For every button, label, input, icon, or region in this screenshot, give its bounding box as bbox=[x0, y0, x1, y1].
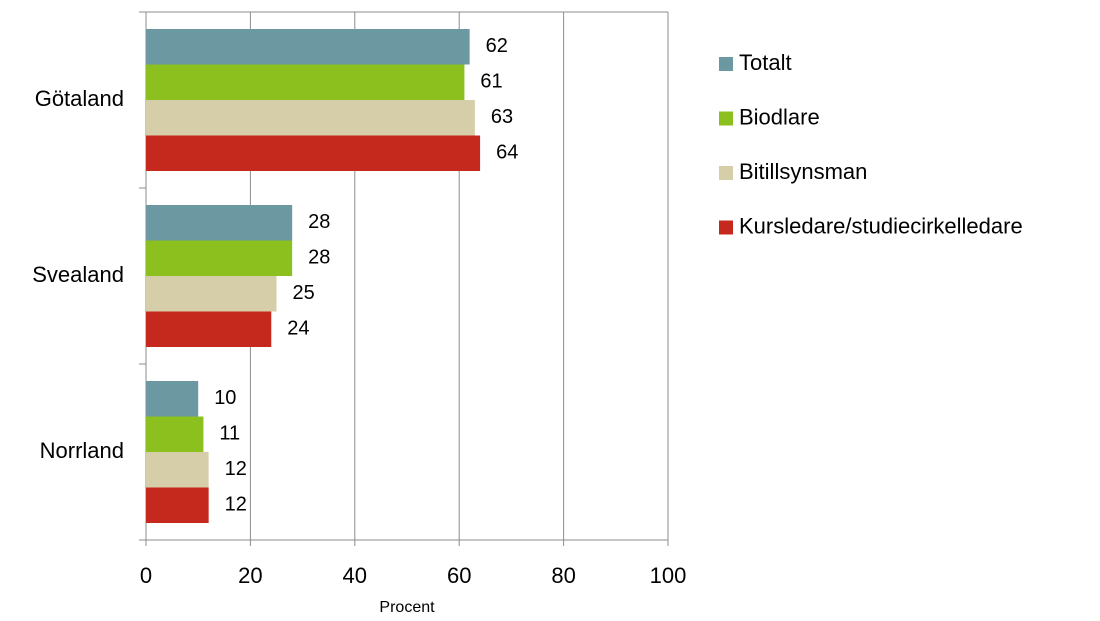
x-tick-label: 20 bbox=[238, 563, 262, 588]
data-label: 24 bbox=[287, 318, 309, 340]
data-label: 11 bbox=[219, 423, 240, 445]
bar bbox=[146, 135, 481, 171]
legend-label: Bitillsynsman bbox=[739, 159, 867, 184]
bar bbox=[146, 452, 209, 488]
data-label: 61 bbox=[480, 71, 502, 93]
bar bbox=[146, 381, 199, 417]
data-label: 12 bbox=[225, 458, 247, 480]
bar bbox=[146, 276, 277, 312]
legend-label: Totalt bbox=[739, 50, 792, 75]
x-tick-label: 40 bbox=[343, 563, 367, 588]
bar bbox=[146, 29, 470, 65]
data-label: 28 bbox=[308, 211, 330, 233]
legend-swatch bbox=[719, 166, 733, 180]
legend-swatch bbox=[719, 111, 733, 126]
bar bbox=[146, 205, 293, 241]
x-axis-title: Procent bbox=[379, 599, 435, 616]
bar bbox=[146, 64, 465, 100]
y-tick-label: Svealand bbox=[32, 262, 124, 287]
legend-label: Biodlare bbox=[739, 104, 820, 129]
legend-label: Kursledare/studiecirkelledare bbox=[739, 213, 1023, 238]
bar bbox=[146, 416, 204, 452]
x-tick-label: 60 bbox=[447, 563, 471, 588]
bar bbox=[146, 240, 293, 276]
data-label: 25 bbox=[293, 282, 315, 304]
x-tick-label: 80 bbox=[551, 563, 575, 588]
legend-swatch bbox=[719, 220, 733, 235]
data-label: 12 bbox=[225, 494, 247, 516]
data-label: 62 bbox=[486, 35, 508, 57]
bar bbox=[146, 100, 475, 136]
data-label: 63 bbox=[491, 106, 513, 128]
data-label: 10 bbox=[214, 387, 236, 409]
y-tick-label: Götaland bbox=[35, 86, 124, 111]
x-tick-label: 0 bbox=[140, 563, 152, 588]
legend-swatch bbox=[719, 57, 733, 71]
x-tick-label: 100 bbox=[650, 563, 687, 588]
data-label: 28 bbox=[308, 247, 330, 269]
data-label: 64 bbox=[496, 142, 518, 164]
bar bbox=[146, 487, 209, 523]
bar bbox=[146, 311, 272, 347]
y-tick-label: Norrland bbox=[40, 438, 124, 463]
